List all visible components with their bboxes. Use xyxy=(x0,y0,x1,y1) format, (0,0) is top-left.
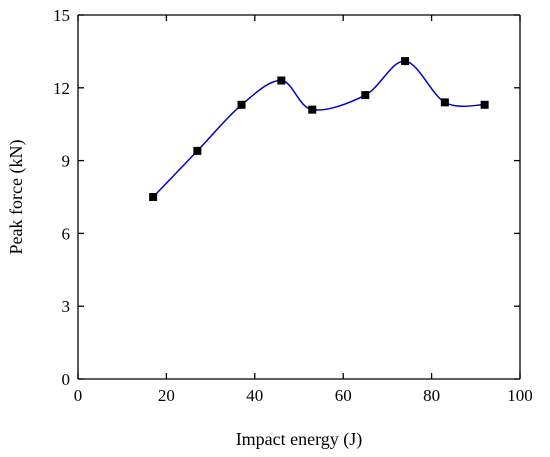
x-tick-label: 80 xyxy=(423,386,440,405)
data-point xyxy=(440,98,449,107)
x-tick-label: 60 xyxy=(335,386,352,405)
y-tick-label: 0 xyxy=(62,370,71,389)
data-point xyxy=(308,105,317,114)
x-tick-label: 100 xyxy=(507,386,533,405)
x-tick-label: 40 xyxy=(246,386,263,405)
plot-frame xyxy=(77,14,521,380)
data-point xyxy=(237,100,246,109)
data-point xyxy=(401,57,410,66)
data-point xyxy=(361,91,370,100)
data-point xyxy=(277,76,286,85)
y-axis-title: Peak force (kN) xyxy=(6,140,27,255)
y-tick-label: 12 xyxy=(53,79,70,98)
y-tick-label: 9 xyxy=(62,152,71,171)
x-tick-label: 0 xyxy=(74,386,83,405)
y-tick-label: 15 xyxy=(53,6,70,25)
y-tick-label: 3 xyxy=(62,297,71,316)
x-tick-label: 20 xyxy=(158,386,175,405)
y-tick-label: 6 xyxy=(62,224,71,243)
series-layer xyxy=(149,57,489,201)
x-axis-ticks: 0 20 40 60 80 100 xyxy=(74,15,533,405)
y-axis-ticks: 0 3 6 9 12 15 xyxy=(53,6,520,389)
series-line xyxy=(152,60,485,198)
data-point xyxy=(480,100,489,109)
data-point xyxy=(149,193,158,201)
data-point xyxy=(193,146,202,155)
x-axis-title: Impact energy (J) xyxy=(236,429,363,450)
